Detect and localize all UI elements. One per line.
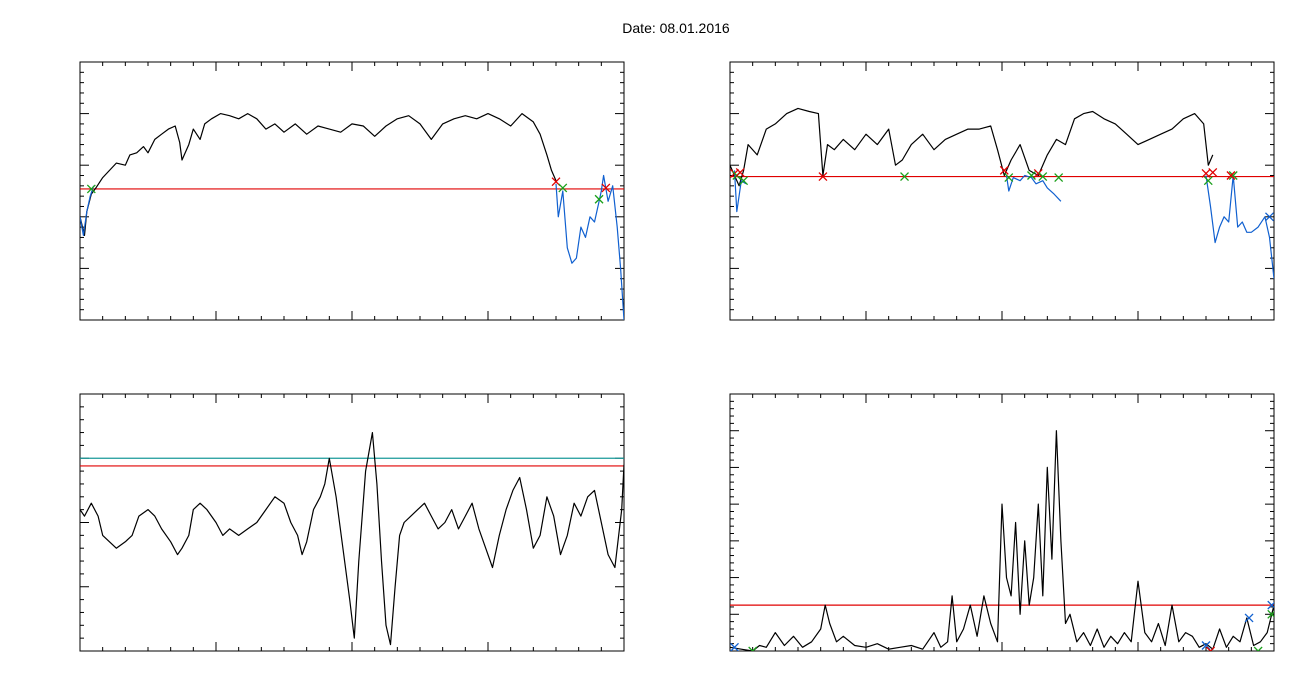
cross-marker	[1228, 171, 1238, 180]
plot-frame	[729, 393, 1275, 652]
cross-marker	[1054, 173, 1064, 183]
cross-marker-stroke	[1228, 171, 1238, 180]
cross-marker	[1265, 212, 1274, 222]
cross-marker	[1027, 171, 1036, 180]
cross-marker-stroke	[1203, 176, 1213, 186]
figure-title: Date: 08.01.2016	[622, 20, 730, 36]
series-line	[1005, 174, 1062, 202]
cross-marker-stroke	[1054, 173, 1064, 183]
cross-marker-stroke	[1038, 172, 1048, 182]
series-line	[730, 107, 1214, 187]
cross-marker-stroke	[1033, 168, 1043, 178]
cross-marker-stroke	[601, 183, 611, 193]
cross-marker-stroke	[900, 172, 909, 182]
cross-marker	[594, 194, 604, 204]
cross-marker-stroke	[1267, 601, 1274, 610]
cross-marker-stroke	[1244, 613, 1254, 623]
cross-marker	[1206, 646, 1215, 651]
cross-marker-stroke	[558, 183, 568, 193]
cross-marker	[86, 184, 96, 194]
cross-marker-stroke	[1209, 646, 1215, 651]
cross-marker	[999, 165, 1009, 175]
cross-marker	[1226, 171, 1236, 180]
cross-marker	[818, 172, 828, 182]
plot-frame	[729, 61, 1275, 321]
cross-marker-stroke	[1201, 641, 1211, 650]
cross-marker-stroke	[1226, 171, 1236, 180]
cross-marker	[1267, 609, 1274, 619]
cross-marker	[739, 176, 749, 186]
cross-marker-stroke	[751, 646, 758, 651]
cross-marker	[601, 183, 611, 193]
cross-marker-stroke	[999, 165, 1009, 175]
cross-marker-stroke	[739, 176, 749, 186]
panel-il-ppn-sor	[79, 61, 625, 321]
cross-marker-stroke	[1265, 212, 1274, 222]
cross-marker-stroke	[730, 642, 739, 651]
cross-marker-stroke	[1257, 646, 1263, 651]
series-line	[80, 112, 557, 236]
cross-marker-stroke	[551, 177, 561, 187]
cross-marker-stroke	[818, 172, 828, 182]
cross-marker	[558, 183, 568, 193]
cross-marker-stroke	[1208, 167, 1218, 177]
cross-marker	[1208, 167, 1218, 177]
cross-marker-stroke	[1201, 168, 1211, 178]
series-line	[1205, 174, 1274, 279]
cross-marker-stroke	[1027, 171, 1036, 180]
plot-data	[80, 432, 624, 646]
cross-marker	[900, 172, 909, 182]
cross-marker-stroke	[1253, 646, 1260, 651]
cross-marker-stroke	[748, 646, 754, 651]
cross-marker-stroke	[735, 167, 745, 177]
plot-data	[730, 430, 1274, 651]
cross-marker	[1033, 168, 1043, 178]
cross-marker	[1004, 173, 1014, 183]
cross-marker	[748, 646, 758, 651]
cross-marker	[1244, 613, 1254, 623]
cross-marker	[1203, 176, 1213, 186]
series-line	[733, 170, 747, 213]
plot-frame	[79, 61, 625, 321]
cross-marker	[730, 642, 739, 651]
series-line	[730, 430, 1274, 651]
panel-delta-x	[79, 393, 625, 652]
panel-hor-power	[729, 393, 1275, 652]
series-line	[555, 174, 624, 320]
plot-data	[730, 107, 1274, 279]
cross-marker	[1267, 600, 1274, 610]
series-line	[80, 185, 95, 236]
plot-data	[80, 112, 624, 320]
cross-marker	[1201, 641, 1211, 650]
cross-marker-stroke	[594, 194, 604, 204]
cross-marker	[735, 167, 745, 177]
cross-marker-stroke	[1206, 646, 1212, 651]
cross-marker-stroke	[86, 184, 96, 194]
panel-il-ppn-nal	[729, 61, 1275, 321]
cross-marker	[1253, 646, 1263, 651]
cross-marker	[1038, 172, 1048, 182]
series-line	[80, 432, 624, 646]
cross-marker-stroke	[1267, 611, 1274, 619]
cross-marker-stroke	[1004, 173, 1014, 183]
